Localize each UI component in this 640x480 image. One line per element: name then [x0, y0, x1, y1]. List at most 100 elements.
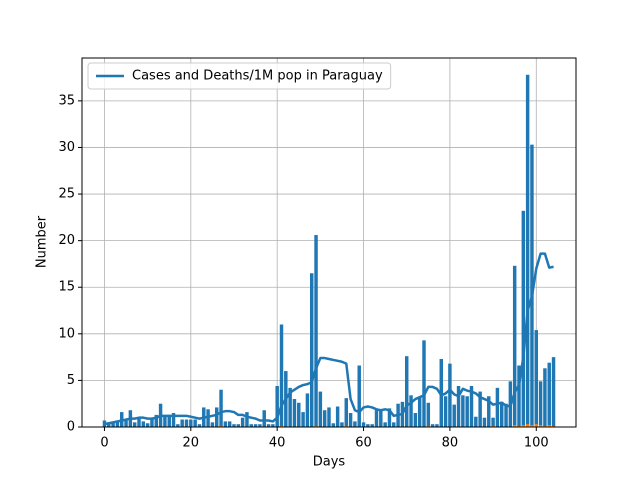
bar: [258, 424, 262, 427]
bar: [176, 424, 180, 427]
bar: [387, 408, 392, 427]
bar: [206, 409, 210, 427]
bar: [145, 423, 150, 427]
bar: [215, 407, 219, 427]
bar: [474, 416, 478, 427]
bar: [240, 417, 245, 427]
bar: [543, 368, 547, 427]
y-tick-label: 0: [67, 420, 75, 435]
bar: [379, 410, 383, 427]
bar: [370, 424, 374, 427]
bar: [430, 424, 435, 427]
bar: [525, 74, 530, 427]
bar: [171, 413, 176, 427]
bar: [409, 395, 413, 427]
x-axis-label: Days: [313, 455, 346, 470]
bar: [232, 424, 236, 427]
grid: 0 5 10 15 20 25 30 35 0 20 40 60 80 100: [58, 58, 576, 451]
bar: [495, 387, 500, 427]
x-tick-label: 100: [524, 436, 549, 451]
bar: [223, 421, 228, 427]
bar: [219, 389, 223, 427]
bar: [426, 402, 431, 427]
y-tick-label: 25: [58, 187, 75, 202]
bar: [335, 406, 340, 427]
bar: [292, 399, 297, 427]
bar: [288, 387, 292, 427]
bar: [482, 417, 487, 427]
bar: [551, 357, 556, 427]
x-tick-label: 80: [442, 436, 459, 451]
y-tick-label: 35: [58, 93, 75, 108]
x-tick-label: 20: [183, 436, 200, 451]
bar: [184, 419, 189, 427]
y-axis-label: Number: [35, 215, 50, 268]
legend-label: Cases and Deaths/1M pop in Paraguay: [132, 69, 383, 84]
bar: [530, 144, 534, 427]
bar: [227, 421, 232, 427]
bar: [322, 410, 327, 427]
bar: [422, 340, 426, 427]
bar: [163, 416, 167, 427]
bar: [538, 425, 543, 427]
bar: [266, 424, 271, 427]
bar: [521, 425, 526, 427]
y-tick-label: 15: [58, 280, 75, 295]
bar: [210, 422, 215, 427]
bar: [331, 423, 336, 427]
bar: [366, 424, 370, 427]
bar: [107, 422, 111, 427]
bar: [275, 386, 279, 427]
bar: [249, 424, 253, 427]
y-tick-label: 20: [58, 233, 75, 248]
bar: [491, 417, 495, 427]
bar: [512, 425, 517, 427]
bar: [271, 424, 275, 427]
bar: [318, 391, 323, 427]
y-tick-label: 30: [58, 140, 75, 155]
bar: [538, 381, 543, 427]
plot-area: [102, 74, 556, 427]
bar: [413, 413, 418, 427]
bar: [534, 330, 538, 427]
bar: [448, 363, 452, 427]
bar: [547, 425, 551, 427]
bar: [111, 422, 115, 427]
bar: [189, 419, 193, 427]
bar: [461, 395, 465, 427]
bar: [279, 324, 284, 427]
bar: [180, 419, 184, 427]
bar: [167, 414, 171, 427]
bar: [469, 386, 474, 427]
bar: [500, 401, 504, 427]
y-tick-label: 10: [58, 326, 75, 341]
axes-frame: [81, 57, 577, 428]
bar: [314, 235, 318, 427]
bar: [547, 362, 551, 427]
bar: [115, 420, 120, 427]
bar: [132, 422, 137, 427]
bar: [534, 424, 538, 427]
bar: [392, 422, 396, 427]
bar: [137, 418, 141, 427]
bar: [305, 393, 310, 427]
y-tick-label: 5: [67, 373, 75, 388]
bar: [124, 420, 128, 427]
bar: [439, 358, 443, 427]
bar: [465, 396, 469, 427]
line: [104, 252, 554, 426]
bar: [478, 391, 482, 427]
bar: [193, 419, 197, 427]
bar: [236, 424, 241, 427]
bar: [443, 396, 448, 427]
bar: [435, 424, 439, 427]
bar: [517, 365, 521, 427]
bar: [340, 422, 344, 427]
bar: [525, 424, 530, 427]
bar: [150, 418, 154, 427]
bar: [297, 402, 301, 427]
bar: [452, 404, 456, 427]
bar: [405, 356, 409, 427]
bar: [504, 403, 508, 427]
